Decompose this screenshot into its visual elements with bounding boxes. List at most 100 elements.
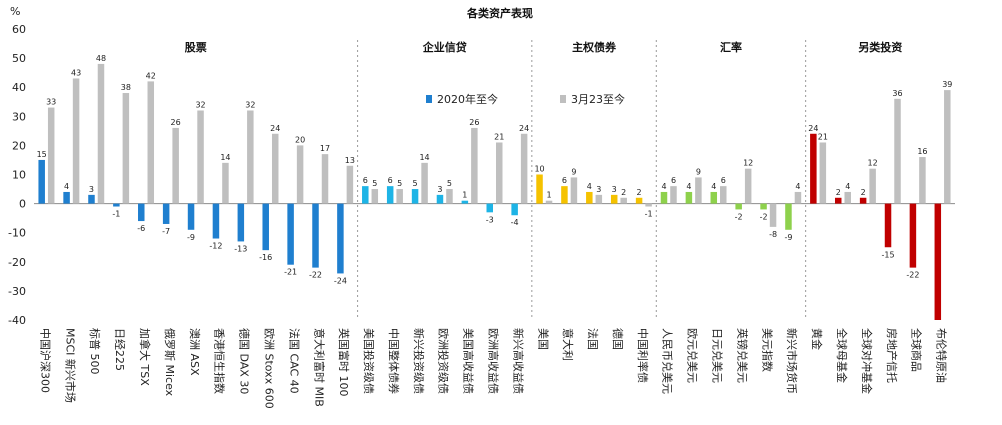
data-label-series-1: 4 xyxy=(711,182,716,191)
data-label-series-1: 4 xyxy=(686,182,691,191)
group-label: 另类投资 xyxy=(858,40,902,54)
bar-series-2 xyxy=(645,203,652,207)
bar-series-2 xyxy=(421,162,428,204)
bar-series-1 xyxy=(138,203,145,222)
category-label: 全球母基金 xyxy=(835,328,849,383)
data-label-series-2: 48 xyxy=(96,54,106,63)
bar-series-2 xyxy=(222,162,229,204)
category-label: 意大利富时 MIB xyxy=(312,328,326,407)
bar-series-1 xyxy=(660,191,668,204)
bar-series-2 xyxy=(620,197,627,204)
group-label: 股票 xyxy=(185,41,207,54)
y-axis: -40 -30 -20 -10 0 10 20 30 40 50 60 xyxy=(8,23,955,327)
bar-series-1 xyxy=(685,191,693,204)
category-label: 布伦特原油 xyxy=(935,328,949,383)
category-label: 美元指数 xyxy=(760,328,774,372)
data-label-series-1: 6 xyxy=(388,176,393,185)
data-label-series-2: 21 xyxy=(494,132,504,141)
bar-series-1 xyxy=(511,203,518,216)
bar-series-2 xyxy=(670,186,677,204)
data-label-series-1: 4 xyxy=(587,182,592,191)
category-label: 欧元兑美元 xyxy=(686,328,700,383)
bar-series-2 xyxy=(247,110,254,204)
category-label: 标普 500 xyxy=(88,328,102,375)
category-label: 英国富时 100 xyxy=(337,328,351,397)
data-label-series-2: 21 xyxy=(818,132,828,141)
data-label-series-2: 14 xyxy=(419,153,429,162)
data-label-series-2: 16 xyxy=(917,147,927,156)
bar-series-2 xyxy=(520,133,528,204)
bar-series-2 xyxy=(844,191,851,204)
bar-series-1 xyxy=(386,186,394,204)
data-label-series-1: 5 xyxy=(413,179,418,188)
data-label-series-1: 15 xyxy=(37,150,47,159)
data-label-series-2: 32 xyxy=(195,100,205,109)
category-label: 日元兑美元 xyxy=(711,328,725,383)
data-label-series-1: 3 xyxy=(612,185,617,194)
data-label-series-2: 24 xyxy=(270,124,280,133)
y-tick-label: 60 xyxy=(12,23,26,36)
data-label-series-1: 4 xyxy=(64,182,69,191)
data-label-series-2: 26 xyxy=(469,118,479,127)
data-label-series-2: 4 xyxy=(795,182,800,191)
data-label-series-1: 24 xyxy=(808,124,818,133)
bar-series-1 xyxy=(436,194,444,204)
bar-series-2 xyxy=(321,154,329,204)
data-label-series-1: 6 xyxy=(363,176,368,185)
group-labels: 股票 企业信贷 主权债券 汇率 另类投资 xyxy=(185,40,903,54)
bar-series-1 xyxy=(536,174,543,204)
legend-label-series-2: 3月23至今 xyxy=(571,92,625,106)
category-label: 新兴高收益债 xyxy=(511,328,525,394)
category-label: 中国整体债券 xyxy=(387,328,401,394)
bar-series-1 xyxy=(785,203,792,230)
category-label: 英镑兑美元 xyxy=(735,328,749,383)
bar-series-2 xyxy=(794,191,802,204)
data-label-series-1: -15 xyxy=(881,250,894,259)
bar-series-1 xyxy=(859,197,867,204)
bar-series-1 xyxy=(337,203,344,274)
bar-series-1 xyxy=(287,203,294,265)
bar-series-1 xyxy=(312,203,319,268)
group-label: 主权债券 xyxy=(572,40,617,54)
bar-series-2 xyxy=(744,168,752,204)
category-label: 日经225 xyxy=(113,328,126,371)
data-label-series-1: 6 xyxy=(562,176,567,185)
bar-series-2 xyxy=(496,142,503,204)
legend: 2020年至今 3月23至今 xyxy=(426,92,625,106)
category-label: 加拿大 TSX xyxy=(138,328,152,386)
category-label: 新兴市场货币 xyxy=(785,328,799,394)
data-label-series-2: 6 xyxy=(721,176,726,185)
data-label-series-1: -9 xyxy=(784,233,792,242)
data-label-series-1: -12 xyxy=(209,242,222,251)
bar-series-1 xyxy=(262,203,269,251)
bar-series-2 xyxy=(346,165,354,204)
category-label: 香港恒生指数 xyxy=(213,328,227,394)
bar-series-2 xyxy=(894,98,901,204)
data-label-series-1: -16 xyxy=(259,253,272,262)
bar-series-2 xyxy=(97,63,105,204)
bar-series-1 xyxy=(909,203,917,268)
bar-series-2 xyxy=(446,189,453,204)
data-label-series-1: 2 xyxy=(861,188,866,197)
category-label: 欧洲投资级债 xyxy=(437,328,451,394)
bar-series-1 xyxy=(834,197,842,204)
bar-series-1 xyxy=(38,159,45,204)
data-label-series-1: 3 xyxy=(437,185,442,194)
bar-series-1 xyxy=(586,191,593,204)
y-tick-label: 10 xyxy=(12,169,26,182)
bar-series-1 xyxy=(810,133,817,204)
data-label-series-2: 3 xyxy=(596,185,601,194)
data-label-series-2: -8 xyxy=(769,230,777,239)
bar-series-1 xyxy=(934,203,942,320)
legend-swatch-series-1 xyxy=(426,95,432,103)
data-label-series-1: 2 xyxy=(637,188,642,197)
y-tick-label: 20 xyxy=(12,139,26,152)
chart-title: 各类资产表现 xyxy=(466,6,533,20)
category-label: 人民币兑美元 xyxy=(661,328,675,394)
legend-swatch-series-2 xyxy=(560,95,566,103)
category-label: 美国 xyxy=(536,328,549,350)
bar-series-2 xyxy=(695,177,702,204)
data-label-series-2: 13 xyxy=(345,156,355,165)
data-label-series-1: -1 xyxy=(112,210,120,219)
